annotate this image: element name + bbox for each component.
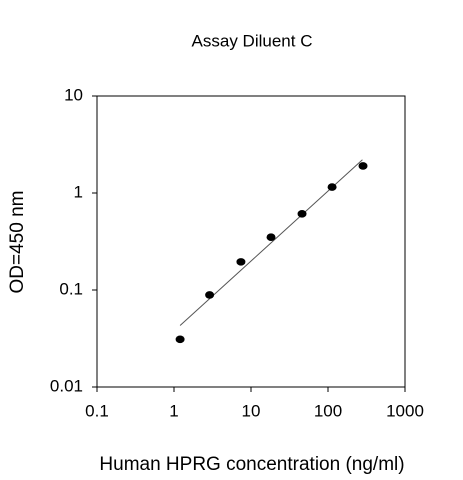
y-tick-label: 1 bbox=[74, 182, 83, 201]
chart-title: Assay Diluent C bbox=[192, 31, 313, 50]
data-point bbox=[205, 291, 215, 299]
x-tick-label: 1000 bbox=[386, 401, 424, 420]
x-tick-label: 10 bbox=[242, 401, 261, 420]
y-tick-label: 10 bbox=[64, 85, 83, 104]
y-tick-label: 0.1 bbox=[59, 279, 83, 298]
y-tick-label: 0.01 bbox=[50, 376, 83, 395]
data-point bbox=[327, 183, 337, 191]
x-tick-label: 0.1 bbox=[85, 401, 109, 420]
x-tick-label: 100 bbox=[314, 401, 342, 420]
plot-frame bbox=[96, 95, 406, 388]
data-point bbox=[266, 233, 276, 242]
data-point bbox=[358, 162, 368, 170]
data-point bbox=[297, 210, 307, 218]
y-axis-label: OD=450 nm bbox=[7, 191, 28, 294]
x-axis-label: Human HPRG concentration (ng/ml) bbox=[99, 454, 404, 475]
data-point bbox=[175, 335, 185, 344]
data-point bbox=[236, 258, 246, 266]
x-tick-label: 1 bbox=[169, 401, 178, 420]
